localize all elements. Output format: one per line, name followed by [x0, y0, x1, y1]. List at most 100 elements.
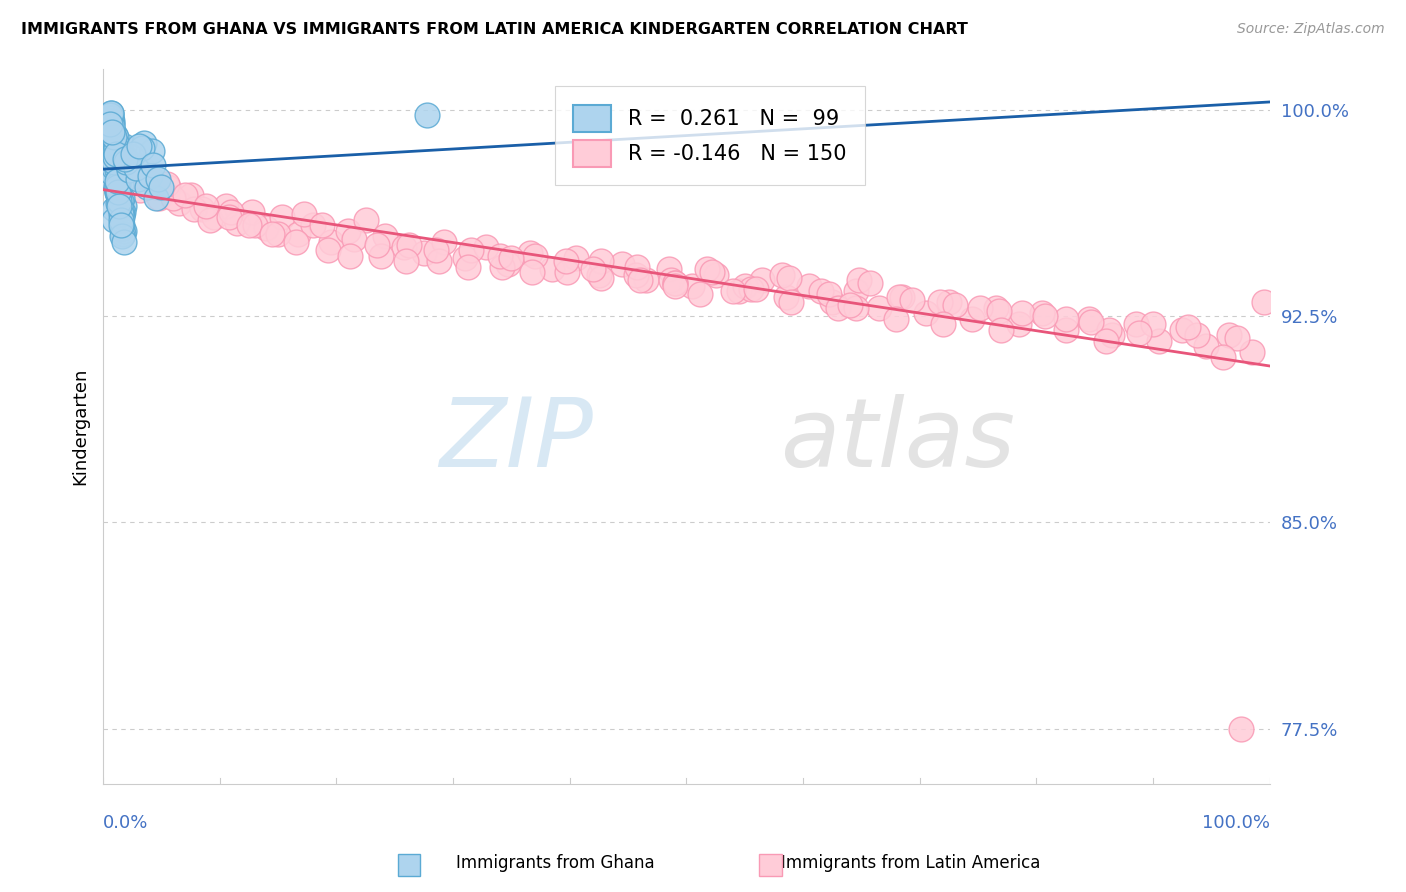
Point — [136, 179, 159, 194]
Point — [491, 260, 513, 274]
Point — [103, 130, 125, 145]
Point — [100, 105, 122, 120]
Point — [1125, 318, 1147, 332]
Point — [395, 254, 418, 268]
Point — [721, 285, 744, 299]
Text: IMMIGRANTS FROM GHANA VS IMMIGRANTS FROM LATIN AMERICA KINDERGARTEN CORRELATION : IMMIGRANTS FROM GHANA VS IMMIGRANTS FROM… — [21, 22, 967, 37]
Point — [127, 171, 149, 186]
Point — [658, 262, 681, 277]
Point — [700, 265, 723, 279]
Point — [132, 163, 155, 178]
Point — [127, 169, 149, 183]
Point — [366, 237, 388, 252]
Point — [1095, 334, 1118, 348]
Point — [104, 144, 127, 158]
Point — [370, 249, 392, 263]
Point — [146, 171, 169, 186]
Point — [704, 268, 727, 282]
Point — [100, 122, 122, 136]
Point — [838, 298, 860, 312]
Point — [1080, 315, 1102, 329]
Point — [354, 212, 377, 227]
Point — [932, 318, 955, 332]
Point — [104, 144, 127, 158]
Point — [1212, 351, 1234, 365]
Point — [770, 268, 793, 282]
Point — [107, 186, 129, 200]
Point — [984, 301, 1007, 315]
Point — [125, 161, 148, 175]
Point — [112, 138, 135, 153]
Point — [990, 323, 1012, 337]
Point — [111, 153, 134, 167]
Point — [173, 188, 195, 202]
Point — [938, 295, 960, 310]
Point — [129, 183, 152, 197]
Point — [97, 144, 120, 158]
Point — [104, 141, 127, 155]
Point — [118, 163, 141, 178]
Point — [111, 191, 134, 205]
Point — [612, 257, 634, 271]
Point — [628, 273, 651, 287]
Point — [243, 219, 266, 233]
Point — [425, 243, 447, 257]
Point — [591, 254, 613, 268]
Y-axis label: Kindergarten: Kindergarten — [72, 368, 89, 485]
Point — [659, 273, 682, 287]
Point — [110, 194, 132, 208]
Point — [100, 105, 122, 120]
Point — [1128, 326, 1150, 340]
Point — [319, 235, 342, 249]
Point — [103, 155, 125, 169]
Point — [398, 237, 420, 252]
Point — [101, 171, 124, 186]
Point — [287, 227, 309, 241]
Point — [103, 212, 125, 227]
Point — [105, 174, 128, 188]
Point — [564, 252, 586, 266]
Point — [1033, 309, 1056, 323]
Point — [270, 210, 292, 224]
Point — [111, 221, 134, 235]
Point — [557, 265, 579, 279]
Point — [101, 122, 124, 136]
Point — [541, 262, 564, 277]
Point — [105, 183, 128, 197]
Point — [775, 290, 797, 304]
Point — [111, 227, 134, 241]
Text: Source: ZipAtlas.com: Source: ZipAtlas.com — [1237, 22, 1385, 37]
Point — [107, 183, 129, 197]
Point — [582, 262, 605, 277]
Point — [121, 150, 143, 164]
Point — [626, 268, 648, 282]
Point — [1194, 339, 1216, 353]
Point — [433, 235, 456, 249]
Point — [107, 171, 129, 186]
Text: 0.0%: 0.0% — [103, 814, 149, 832]
Point — [337, 224, 360, 238]
Point — [1008, 318, 1031, 332]
Point — [256, 221, 278, 235]
Point — [105, 163, 128, 178]
Point — [374, 229, 396, 244]
Point — [413, 245, 436, 260]
Point — [105, 179, 128, 194]
Point — [845, 301, 868, 315]
Point — [1226, 331, 1249, 345]
Point — [107, 177, 129, 191]
Point — [681, 278, 703, 293]
Point — [110, 146, 132, 161]
Point — [928, 295, 950, 310]
Point — [142, 158, 165, 172]
Point — [112, 199, 135, 213]
Point — [148, 191, 170, 205]
Point — [107, 171, 129, 186]
Point — [900, 293, 922, 307]
Point — [108, 174, 131, 188]
Point — [454, 252, 477, 266]
Point — [108, 194, 131, 208]
Point — [214, 199, 236, 213]
Point — [100, 108, 122, 122]
Point — [845, 285, 868, 299]
